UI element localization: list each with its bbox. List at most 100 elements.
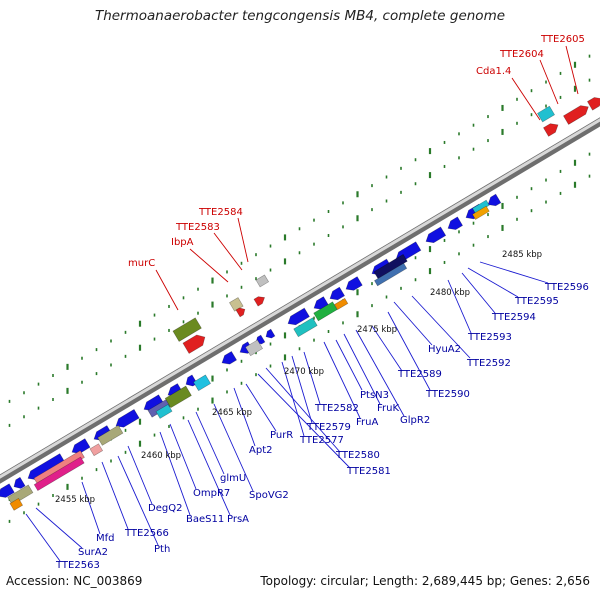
gene-label-tte2579[interactable]: TTE2579 xyxy=(306,422,351,433)
leader-line xyxy=(233,387,256,447)
gene-feature[interactable] xyxy=(245,339,263,357)
gene-feature[interactable] xyxy=(97,424,124,446)
gene-feature[interactable] xyxy=(172,317,202,342)
gene-label-ptsn3[interactable]: PtsN3 xyxy=(360,390,389,401)
leader-line xyxy=(343,333,381,405)
gene-feature[interactable] xyxy=(285,307,310,328)
gene-feature[interactable] xyxy=(33,450,85,486)
gene-label-tte2589[interactable]: TTE2589 xyxy=(397,369,442,380)
gene-label-fruk[interactable]: FruK xyxy=(377,403,399,414)
gene-label-tte2605[interactable]: TTE2605 xyxy=(540,34,585,45)
leader-line xyxy=(257,373,351,469)
gene-label-hyua2[interactable]: HyuA2 xyxy=(428,344,461,355)
leader-line xyxy=(101,461,129,530)
gene-feature[interactable] xyxy=(472,199,490,214)
gene-feature[interactable] xyxy=(235,306,247,318)
gene-feature[interactable] xyxy=(33,456,85,492)
gene-feature[interactable] xyxy=(89,443,104,457)
gene-feature[interactable] xyxy=(563,103,590,125)
leader-line xyxy=(187,419,231,516)
gene-label-tte2595[interactable]: TTE2595 xyxy=(514,296,559,307)
gene-label-sura2[interactable]: SurA2 xyxy=(78,547,108,558)
gene-label-tte2580[interactable]: TTE2580 xyxy=(335,450,380,461)
gene-label-tte2592[interactable]: TTE2592 xyxy=(466,358,511,369)
gene-feature[interactable] xyxy=(543,121,560,137)
genome-summary-text: Topology: circular; Length: 2,689,445 bp… xyxy=(260,574,590,588)
gene-feature[interactable] xyxy=(219,351,237,367)
gene-label-murc[interactable]: murC xyxy=(128,258,155,269)
gene-feature[interactable] xyxy=(327,286,345,303)
gene-feature[interactable] xyxy=(253,294,267,307)
gene-feature[interactable] xyxy=(343,276,363,294)
gene-feature[interactable] xyxy=(255,274,270,288)
gene-feature[interactable] xyxy=(193,374,211,392)
tick-label: 2460 kbp xyxy=(141,451,181,461)
leader-line xyxy=(393,301,433,346)
gene-feature[interactable] xyxy=(374,262,408,287)
leader-line xyxy=(189,248,229,283)
gene-label-mfd[interactable]: Mfd xyxy=(96,533,115,544)
gene-feature[interactable] xyxy=(445,216,463,233)
gene-label-tte2581[interactable]: TTE2581 xyxy=(346,466,391,477)
gene-label-prsa[interactable]: PrsA xyxy=(227,514,249,525)
gene-feature[interactable] xyxy=(69,438,91,457)
gene-label-tte2584[interactable]: TTE2584 xyxy=(198,207,243,218)
leader-line xyxy=(35,507,83,549)
gene-label-tte2594[interactable]: TTE2594 xyxy=(491,312,536,323)
tick-label: 2480 kbp xyxy=(430,288,470,298)
gene-feature[interactable] xyxy=(182,332,208,354)
leader-line xyxy=(303,351,321,405)
gene-label-baes11[interactable]: BaeS11 xyxy=(186,514,224,525)
leader-line xyxy=(117,455,159,546)
gene-label-tte2582[interactable]: TTE2582 xyxy=(314,403,359,414)
gene-label-tte2563[interactable]: TTE2563 xyxy=(55,560,100,571)
gene-label-spovg2[interactable]: SpoVG2 xyxy=(249,490,289,501)
gene-feature[interactable] xyxy=(293,317,318,338)
gene-feature[interactable] xyxy=(587,94,600,111)
gene-label-ibpa[interactable]: IbpA xyxy=(171,237,194,248)
gene-label-frua[interactable]: FruA xyxy=(356,417,378,428)
gene-label-tte2566[interactable]: TTE2566 xyxy=(124,528,169,539)
leader-line xyxy=(245,383,277,432)
gene-feature[interactable] xyxy=(9,497,24,511)
gene-label-cda1-4[interactable]: Cda1.4 xyxy=(476,66,511,77)
leader-line xyxy=(323,341,361,419)
gene-label-tte2583[interactable]: TTE2583 xyxy=(175,222,220,233)
gene-feature[interactable] xyxy=(229,297,244,312)
gene-label-purr[interactable]: PurR xyxy=(270,430,293,441)
gene-label-glmu[interactable]: glmU xyxy=(220,473,246,484)
gene-feature[interactable] xyxy=(0,483,15,501)
leader-line xyxy=(81,481,101,535)
gene-feature[interactable] xyxy=(423,226,447,246)
gene-label-glpr2[interactable]: GlpR2 xyxy=(400,415,430,426)
gene-feature[interactable] xyxy=(485,193,502,209)
leader-line xyxy=(159,431,191,516)
gene-label-apt2[interactable]: Apt2 xyxy=(249,445,272,456)
gene-feature[interactable] xyxy=(313,301,338,322)
gene-label-pth[interactable]: Pth xyxy=(154,544,170,555)
tick-label: 2475 kbp xyxy=(357,325,397,335)
gene-feature[interactable] xyxy=(264,328,276,340)
gene-label-ompr7[interactable]: OmpR7 xyxy=(193,488,230,499)
leader-line xyxy=(291,355,313,424)
leader-line xyxy=(169,423,197,490)
gene-label-tte2577[interactable]: TTE2577 xyxy=(299,435,344,446)
gene-label-tte2596[interactable]: TTE2596 xyxy=(544,282,589,293)
gene-feature[interactable] xyxy=(11,476,26,491)
leader-line xyxy=(371,325,403,372)
gene-feature[interactable] xyxy=(373,253,408,280)
gene-label-degq2[interactable]: DegQ2 xyxy=(148,503,182,514)
leader-line xyxy=(155,269,179,311)
gene-label-tte2604[interactable]: TTE2604 xyxy=(499,49,544,60)
gene-feature[interactable] xyxy=(164,385,192,409)
gene-label-tte2593[interactable]: TTE2593 xyxy=(467,332,512,343)
gene-feature[interactable] xyxy=(334,297,349,311)
gene-feature[interactable] xyxy=(537,105,555,123)
gene-feature[interactable] xyxy=(113,409,140,430)
gene-label-tte2590[interactable]: TTE2590 xyxy=(425,389,470,400)
gene-feature[interactable] xyxy=(7,484,34,506)
leader-line xyxy=(479,261,549,284)
gene-feature[interactable] xyxy=(472,205,490,220)
gene-feature[interactable] xyxy=(155,403,173,419)
